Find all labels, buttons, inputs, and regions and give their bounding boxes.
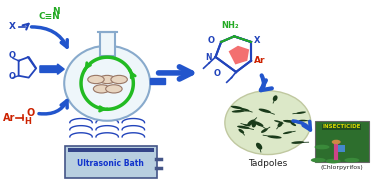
Ellipse shape (243, 124, 251, 126)
FancyArrow shape (40, 64, 64, 74)
Ellipse shape (298, 120, 307, 121)
Ellipse shape (274, 120, 281, 123)
Text: X: X (254, 36, 261, 45)
Circle shape (93, 85, 110, 93)
FancyBboxPatch shape (68, 148, 154, 152)
Text: INSECTICIDE: INSECTICIDE (322, 125, 361, 129)
Ellipse shape (344, 158, 359, 163)
Text: C≡N: C≡N (38, 12, 60, 21)
Ellipse shape (238, 129, 244, 133)
FancyArrow shape (150, 78, 165, 84)
Text: Ultrasonic Bath: Ultrasonic Bath (78, 159, 144, 168)
Text: NH₂: NH₂ (222, 21, 239, 30)
Text: O: O (27, 108, 35, 118)
Ellipse shape (278, 122, 283, 127)
Text: X: X (9, 22, 16, 31)
Ellipse shape (252, 122, 256, 128)
Ellipse shape (259, 108, 271, 113)
Text: O: O (213, 69, 220, 78)
Ellipse shape (231, 106, 243, 109)
Ellipse shape (225, 91, 311, 155)
FancyBboxPatch shape (315, 121, 369, 162)
FancyBboxPatch shape (100, 32, 115, 56)
Text: H: H (24, 117, 31, 126)
Ellipse shape (237, 126, 250, 129)
Ellipse shape (283, 131, 292, 134)
Ellipse shape (311, 158, 326, 163)
Text: Ar: Ar (3, 113, 15, 123)
Ellipse shape (247, 119, 255, 126)
Ellipse shape (240, 108, 249, 111)
Circle shape (88, 75, 104, 84)
Text: O: O (8, 72, 15, 81)
Ellipse shape (232, 110, 244, 113)
Ellipse shape (290, 122, 296, 126)
Circle shape (106, 85, 122, 93)
Ellipse shape (64, 46, 150, 121)
Ellipse shape (256, 143, 262, 150)
Ellipse shape (291, 141, 304, 144)
Text: Tadpoles: Tadpoles (248, 159, 288, 168)
FancyBboxPatch shape (338, 145, 345, 152)
Ellipse shape (315, 145, 330, 149)
FancyBboxPatch shape (64, 146, 157, 178)
Ellipse shape (326, 159, 340, 163)
Text: N: N (205, 53, 211, 62)
Ellipse shape (283, 120, 296, 123)
Ellipse shape (273, 95, 278, 101)
Ellipse shape (296, 112, 306, 114)
Ellipse shape (254, 121, 264, 127)
Circle shape (332, 140, 340, 144)
Text: Ar: Ar (254, 56, 266, 65)
Circle shape (99, 75, 116, 84)
Ellipse shape (261, 128, 268, 133)
Circle shape (111, 75, 128, 84)
Text: O: O (207, 36, 214, 45)
Ellipse shape (267, 135, 282, 139)
Text: (Chlorpyrifos): (Chlorpyrifos) (320, 165, 363, 170)
Polygon shape (229, 46, 249, 64)
Text: N: N (52, 7, 60, 16)
Text: O: O (8, 51, 15, 60)
